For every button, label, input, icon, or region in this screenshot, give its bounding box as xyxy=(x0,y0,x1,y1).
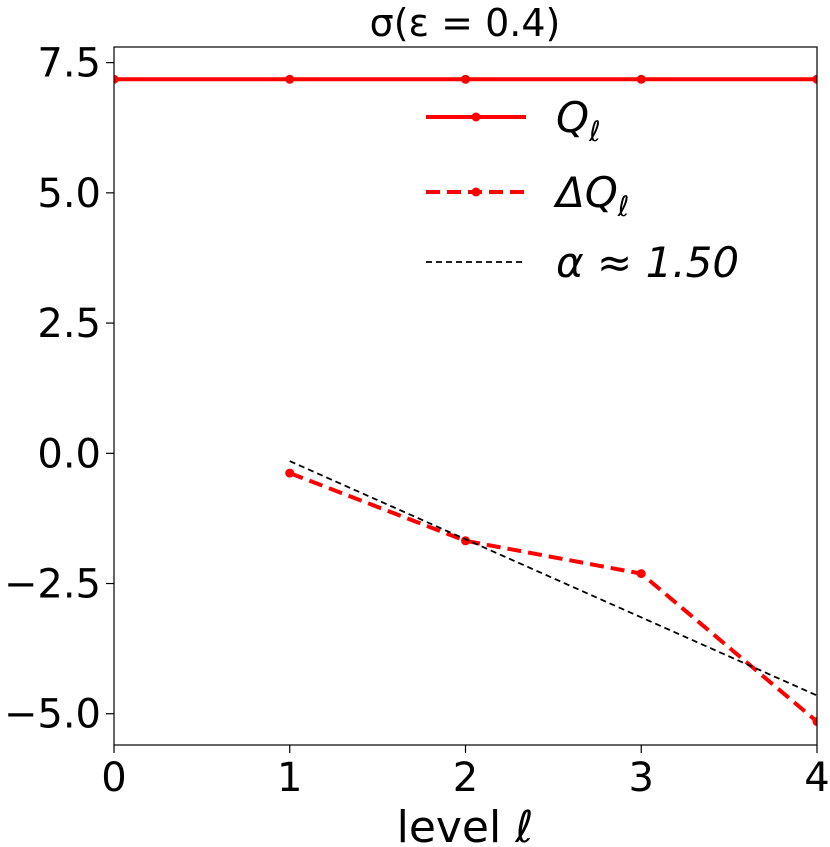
x-tick-label: 3 xyxy=(629,755,654,801)
x-tick-label: 0 xyxy=(101,755,126,801)
legend-marker xyxy=(471,187,481,197)
y-axis: −5.0 −2.5 0.0 2.5 5.0 7.5 xyxy=(4,41,114,738)
data-point xyxy=(285,468,295,478)
y-tick-label: −5.0 xyxy=(4,692,101,738)
x-axis-label: level ℓ xyxy=(397,802,534,847)
y-tick-label: 0.0 xyxy=(37,431,101,477)
legend-label: ΔQℓ xyxy=(553,168,629,223)
legend-label: α ≈ 1.50 xyxy=(556,238,739,287)
data-point xyxy=(812,717,817,727)
y-tick-label: 5.0 xyxy=(37,171,101,217)
data-point xyxy=(461,74,470,84)
data-point xyxy=(636,569,646,579)
series-line-1 xyxy=(289,471,817,724)
data-point xyxy=(812,74,817,84)
data-point xyxy=(114,74,119,84)
x-tick-label: 2 xyxy=(453,755,478,801)
x-tick-label: 1 xyxy=(277,755,302,801)
y-tick-label: 7.5 xyxy=(37,41,101,87)
x-axis: 0 1 2 3 4 xyxy=(101,745,830,801)
data-point xyxy=(285,74,295,84)
y-tick-label: −2.5 xyxy=(4,562,101,608)
plot-area xyxy=(114,74,817,727)
legend-marker xyxy=(471,112,481,122)
data-point xyxy=(636,74,646,84)
y-tick-label: 2.5 xyxy=(37,301,101,347)
legend-label: Qℓ xyxy=(556,93,601,148)
chart-title: σ(ε = 0.4) xyxy=(370,1,561,45)
legend: Qℓ ΔQℓ α ≈ 1.50 xyxy=(426,93,739,287)
x-tick-label: 4 xyxy=(804,755,829,801)
plot-frame xyxy=(113,46,818,746)
series-line-2 xyxy=(289,460,817,697)
